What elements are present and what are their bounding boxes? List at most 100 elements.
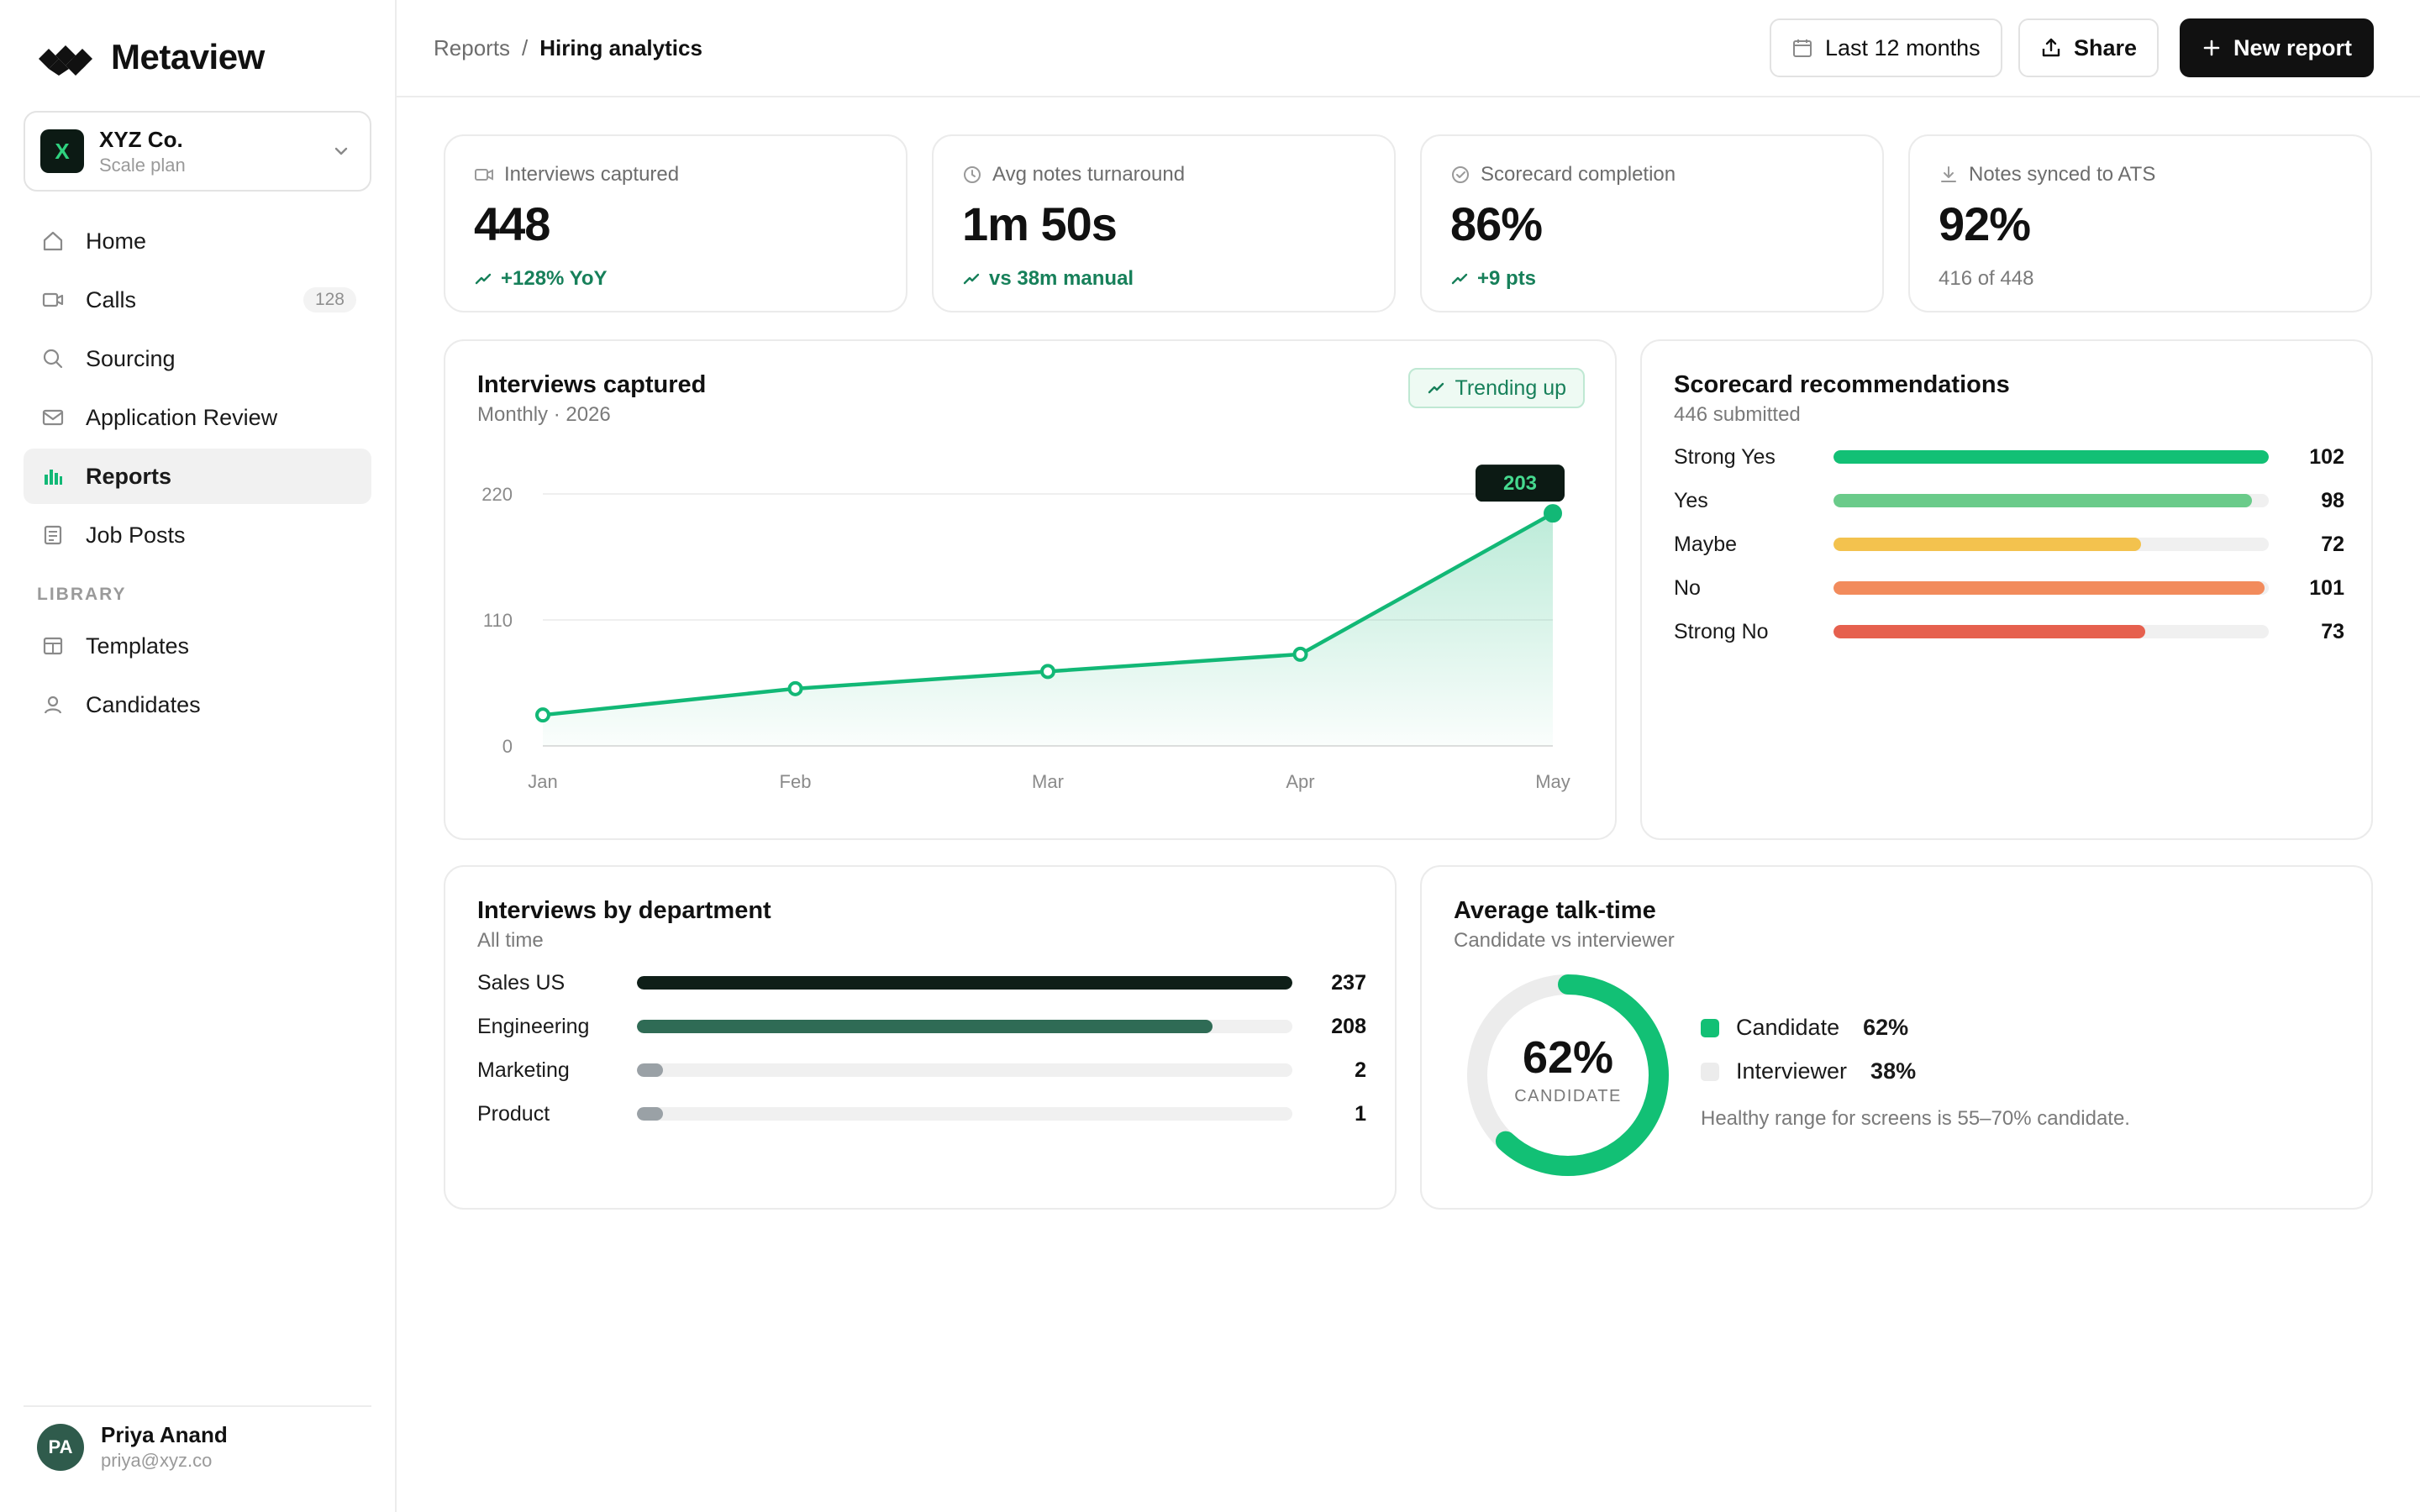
plus-icon: [2203, 39, 2220, 56]
legend-swatch: [1701, 1018, 1719, 1037]
sidebar-item-sourcing[interactable]: Sourcing: [24, 331, 371, 386]
legend-pct: 38%: [1870, 1058, 1917, 1084]
bar-label: Engineering: [477, 1015, 590, 1038]
bar-label: No: [1674, 576, 1701, 600]
kpi-delta: +9 pts: [1450, 267, 1536, 291]
bar-fill: [1833, 625, 2145, 638]
bar-label: Maybe: [1674, 533, 1738, 556]
trend-up-icon: [963, 273, 980, 285]
kpi-label: Notes synced to ATS: [1969, 163, 2156, 186]
bar-fill: [1833, 450, 2269, 464]
legend-pct: 62%: [1863, 1015, 1909, 1040]
data-point[interactable]: [787, 680, 803, 696]
data-point[interactable]: [535, 707, 550, 723]
kpi-delta-text: +128% YoY: [501, 267, 608, 290]
bar-fill: [1833, 494, 2252, 507]
interviews-chart-card: Interviews captured Monthly · 2026 Trend…: [444, 339, 1617, 840]
bar-track: [1833, 494, 2269, 507]
trend-up-icon: [1428, 382, 1444, 394]
kpi-label-row: Avg notes turnaround: [962, 163, 1185, 186]
x-tick-label: Jan: [528, 771, 557, 792]
donut-segment-candidate: [1467, 974, 1669, 1176]
bar-track: [1833, 538, 2269, 551]
app-logo[interactable]: Metaview: [37, 37, 265, 77]
sidebar-item-label: Sourcing: [86, 345, 176, 371]
sidebar: Metaview X XYZ Co. Scale plan Home Calls…: [0, 0, 397, 1512]
trending-badge-label: Trending up: [1455, 375, 1567, 400]
interviews-area-chart: 220 110 0 Jan Feb Mar Apr May 203: [481, 465, 1570, 792]
bar-fill: [1833, 538, 2141, 551]
sidebar-item-calls[interactable]: Calls 128: [24, 272, 371, 328]
kpi-value: 86%: [1450, 197, 1543, 250]
talk-time-hint: Healthy range for screens is 55–70% cand…: [1701, 1107, 2130, 1130]
sidebar-item-label: Home: [86, 228, 147, 254]
sidebar-item-home[interactable]: Home: [24, 213, 371, 269]
check-circle-icon: [1452, 166, 1469, 183]
home-icon: [40, 228, 66, 254]
mail-icon: [40, 405, 66, 430]
scorecard-card: Scorecard recommendations 446 submitted …: [1640, 339, 2373, 840]
kpi-delta-text: +9 pts: [1477, 267, 1537, 290]
kpi-delta: +128% YoY: [474, 267, 608, 291]
y-tick-label: 0: [502, 736, 513, 757]
data-point[interactable]: [1040, 664, 1055, 680]
kpi-label: Interviews captured: [504, 163, 680, 186]
bar-label: Strong No: [1674, 620, 1769, 643]
user-name: Priya Anand: [101, 1422, 228, 1447]
breadcrumb-root[interactable]: Reports: [434, 35, 511, 60]
bar-track: [1833, 450, 2269, 464]
user-email: priya@xyz.co: [101, 1450, 213, 1471]
data-point[interactable]: [1544, 504, 1562, 523]
bar-value: 1: [1355, 1102, 1366, 1126]
legend-swatch: [1701, 1062, 1719, 1081]
donut-center-value: 62%: [1522, 1032, 1614, 1083]
video-icon: [40, 287, 66, 312]
legend-interviewer: Interviewer 38%: [1701, 1058, 1916, 1084]
x-tick-label: Mar: [1032, 771, 1064, 792]
x-tick-label: Feb: [780, 771, 812, 792]
kpi-label: Avg notes turnaround: [992, 163, 1186, 186]
bar-value: 102: [2309, 445, 2344, 469]
user-profile[interactable]: PA Priya Anand priya@xyz.co: [24, 1405, 371, 1472]
bar-value: 237: [1331, 971, 1366, 995]
card-title: Average talk-time: [1454, 897, 1656, 924]
new-report-button[interactable]: New report: [2180, 18, 2375, 77]
trend-up-icon: [1451, 273, 1468, 285]
sidebar-item-candidates[interactable]: Candidates: [24, 677, 371, 732]
calls-count-badge: 128: [302, 287, 356, 312]
card-subtitle: All time: [477, 929, 544, 952]
sidebar-item-reports[interactable]: Reports: [24, 449, 371, 504]
date-range-button[interactable]: Last 12 months: [1770, 18, 2002, 77]
kpi-delta: 416 of 448: [1939, 267, 2033, 291]
legend-label: Interviewer: [1736, 1058, 1848, 1084]
share-button[interactable]: Share: [2018, 18, 2160, 77]
kpi-value: 1m 50s: [962, 197, 1118, 250]
card-subtitle: Candidate vs interviewer: [1454, 929, 1675, 952]
card-title: Interviews by department: [477, 897, 771, 924]
kpi-label-row: Scorecard completion: [1450, 163, 1676, 186]
card-subtitle: Monthly · 2026: [477, 403, 611, 426]
bar-value: 72: [2321, 533, 2344, 556]
metaview-logo-icon: [39, 45, 92, 76]
sidebar-item-job-posts[interactable]: Job Posts: [24, 507, 371, 563]
kpi-delta-text: 416 of 448: [1939, 267, 2034, 290]
y-tick-label: 220: [481, 484, 513, 505]
card-title: Scorecard recommendations: [1674, 371, 2010, 398]
trend-up-icon: [475, 273, 492, 285]
sidebar-item-label: Application Review: [86, 404, 278, 430]
x-tick-label: May: [1535, 771, 1570, 792]
x-tick-label: Apr: [1286, 771, 1314, 792]
search-icon: [40, 346, 66, 371]
org-badge: X: [40, 129, 84, 173]
legend-candidate: Candidate 62%: [1701, 1015, 1908, 1041]
template-icon: [40, 633, 66, 659]
data-point[interactable]: [1292, 646, 1308, 662]
y-tick-label: 110: [483, 610, 513, 631]
kpi-label-row: Interviews captured: [474, 163, 679, 186]
org-switcher[interactable]: X XYZ Co. Scale plan: [24, 111, 371, 192]
sidebar-item-templates[interactable]: Templates: [24, 618, 371, 674]
sidebar-item-application-review[interactable]: Application Review: [24, 390, 371, 445]
chevron-down-icon: [334, 147, 348, 155]
share-icon: [2042, 38, 2060, 57]
sidebar-item-label: Calls: [86, 286, 137, 312]
